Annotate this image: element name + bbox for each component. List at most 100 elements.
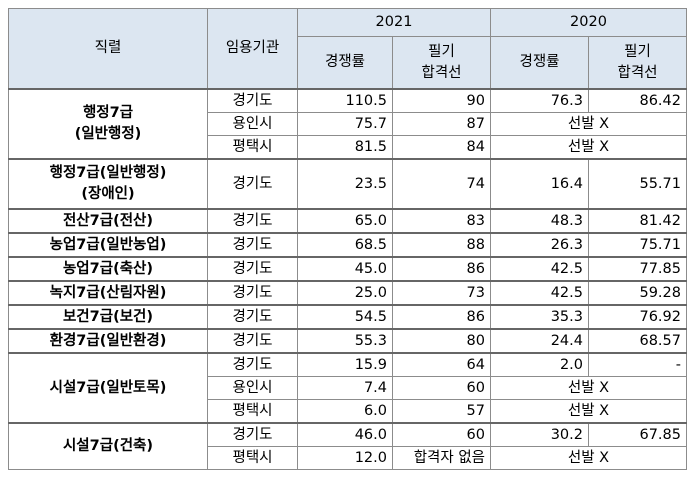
position-cell: 보건7급(보건) <box>8 304 208 330</box>
header-cell: 임용기관 <box>207 8 298 90</box>
agency-cell: 경기도 <box>207 158 298 210</box>
value-cell: 합격자 없음 <box>392 446 491 470</box>
note-cell: 선발 X <box>490 399 687 424</box>
value-cell: 87 <box>392 112 491 136</box>
table-row: 평택시 81.5 84 선발 X <box>9 135 687 160</box>
value-cell: 81.5 <box>297 135 393 160</box>
header-cell: 2020 <box>490 8 687 37</box>
table-header: 직렬 임용기관 2021 2020 경쟁률 필기 합격선 경쟁률 필기 합격선 <box>8 8 687 90</box>
note-cell: 선발 X <box>490 112 687 136</box>
value-cell: 83 <box>392 208 491 234</box>
note-cell: 선발 X <box>490 135 687 160</box>
value-cell: 45.0 <box>297 256 393 282</box>
position-cell: 행정7급 (일반행정) <box>8 88 208 160</box>
agency-cell: 용인시 <box>207 376 298 400</box>
row-group: 농업7급(일반농업) 경기도 68.5 88 26.3 75.71 <box>8 232 687 258</box>
value-cell: 68.5 <box>297 232 393 258</box>
table-row: 농업7급(축산) 경기도 45.0 86 42.5 77.85 <box>8 256 687 282</box>
header-cell: 직렬 <box>8 8 208 90</box>
table-row: 농업7급(일반농업) 경기도 68.5 88 26.3 75.71 <box>8 232 687 258</box>
value-cell: 26.3 <box>490 232 589 258</box>
row-group: 녹지7급(산림자원) 경기도 25.0 73 42.5 59.28 <box>8 280 687 306</box>
value-cell: 88 <box>392 232 491 258</box>
position-cell: 농업7급(축산) <box>8 256 208 282</box>
value-cell: 7.4 <box>297 376 393 400</box>
table-row: 시설7급(건축) 경기도 46.0 60 30.2 67.85 <box>8 422 687 470</box>
note-cell: 선발 X <box>490 376 687 400</box>
value-cell: 86 <box>392 304 491 330</box>
position-cell: 전산7급(전산) <box>8 208 208 234</box>
value-cell: 6.0 <box>297 399 393 424</box>
agency-cell: 평택시 <box>207 446 298 470</box>
row-group: 시설7급(일반토목) 경기도 15.9 64 2.0- 용인시 7.4 60 선발 X 평택시 6.… <box>8 352 687 424</box>
agency-cell: 경기도 <box>207 304 298 330</box>
table-row: 평택시 12.0 합격자 없음 선발 X <box>9 446 687 470</box>
value-cell: 65.0 <box>297 208 393 234</box>
row-group: 행정7급 (일반행정) 경기도 110.5 90 76.3 86.42 용인시 75.7 87 선… <box>8 88 687 160</box>
value-cell: 30.2 <box>490 422 589 447</box>
value-cell: 42.5 <box>490 256 589 282</box>
value-cell: 16.4 <box>490 158 589 210</box>
table-row: 시설7급(일반토목) 경기도 15.9 64 2.0- <box>8 352 687 424</box>
agency-cell: 용인시 <box>207 112 298 136</box>
value-cell: 15.9 <box>297 352 393 377</box>
value-cell: 86 <box>392 256 491 282</box>
position-cell: 시설7급(일반토목) <box>8 352 208 424</box>
results-table: 직렬 임용기관 2021 2020 경쟁률 필기 합격선 경쟁률 필기 합격선 … <box>8 8 687 470</box>
value-cell: 55.71 <box>588 158 687 210</box>
agency-cell: 평택시 <box>207 135 298 160</box>
value-cell: 74 <box>392 158 491 210</box>
value-cell: 73 <box>392 280 491 306</box>
agency-cell: 경기도 <box>207 422 298 447</box>
value-cell: 80 <box>392 328 491 354</box>
position-cell: 행정7급(일반행정) (장애인) <box>8 158 208 210</box>
value-cell: 57 <box>392 399 491 424</box>
value-cell: 90 <box>392 88 491 113</box>
position-cell: 시설7급(건축) <box>8 422 208 470</box>
value-cell: 86.42 <box>588 88 687 113</box>
table-row: 녹지7급(산림자원) 경기도 25.0 73 42.5 59.28 <box>8 280 687 306</box>
value-cell: 77.85 <box>588 256 687 282</box>
value-cell: 81.42 <box>588 208 687 234</box>
table-row: 행정7급(일반행정) (장애인) 경기도 23.5 74 16.4 55.71 <box>8 158 687 210</box>
position-cell: 녹지7급(산림자원) <box>8 280 208 306</box>
agency-cell: 평택시 <box>207 399 298 424</box>
value-cell: 2.0 <box>490 352 589 377</box>
value-cell: 75.71 <box>588 232 687 258</box>
table-row: 전산7급(전산) 경기도 65.0 83 48.3 81.42 <box>8 208 687 234</box>
agency-cell: 경기도 <box>207 232 298 258</box>
value-cell: 110.5 <box>297 88 393 113</box>
table-row: 행정7급 (일반행정) 경기도 110.5 90 76.3 86.42 <box>8 88 687 160</box>
note-cell: 선발 X <box>490 446 687 470</box>
value-cell: 76.3 <box>490 88 589 113</box>
header-cell: 경쟁률 <box>490 36 589 90</box>
value-cell: 64 <box>392 352 491 377</box>
table-row: 용인시 75.7 87 선발 X <box>9 112 687 136</box>
row-group: 보건7급(보건) 경기도 54.5 86 35.3 76.92 <box>8 304 687 330</box>
table-row: 환경7급(일반환경) 경기도 55.3 80 24.4 68.57 <box>8 328 687 354</box>
value-cell: 84 <box>392 135 491 160</box>
header-cell: 필기 합격선 <box>588 36 687 90</box>
value-cell: 60 <box>392 376 491 400</box>
header-cell: 필기 합격선 <box>392 36 491 90</box>
value-cell: 60 <box>392 422 491 447</box>
position-cell: 환경7급(일반환경) <box>8 328 208 354</box>
value-cell: 48.3 <box>490 208 589 234</box>
agency-cell: 경기도 <box>207 208 298 234</box>
value-cell: 12.0 <box>297 446 393 470</box>
value-cell: 24.4 <box>490 328 589 354</box>
value-cell: 55.3 <box>297 328 393 354</box>
value-cell: 76.92 <box>588 304 687 330</box>
agency-cell: 경기도 <box>207 328 298 354</box>
value-cell: 59.28 <box>588 280 687 306</box>
value-cell: 54.5 <box>297 304 393 330</box>
row-group: 행정7급(일반행정) (장애인) 경기도 23.5 74 16.4 55.71 <box>8 158 687 210</box>
row-group: 전산7급(전산) 경기도 65.0 83 48.3 81.42 <box>8 208 687 234</box>
agency-cell: 경기도 <box>207 280 298 306</box>
position-cell: 농업7급(일반농업) <box>8 232 208 258</box>
agency-cell: 경기도 <box>207 88 298 113</box>
value-cell: 35.3 <box>490 304 589 330</box>
value-cell: 25.0 <box>297 280 393 306</box>
row-group: 환경7급(일반환경) 경기도 55.3 80 24.4 68.57 <box>8 328 687 354</box>
